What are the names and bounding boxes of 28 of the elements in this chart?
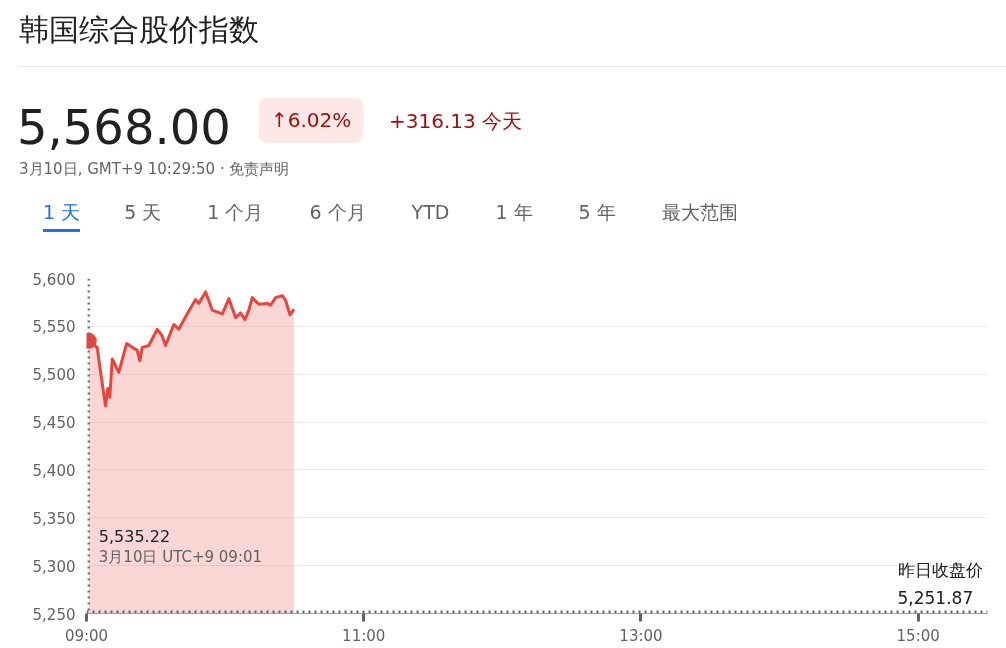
x-tick-label: 09:00 (64, 626, 109, 645)
text: 3月10日, GMT+9 10:29:50 · 免责声明 (19, 159, 290, 180)
chart-title: 韩国综合股价指数 (19, 11, 259, 49)
text: ↑6.02% (259, 98, 364, 143)
x-tick-label: 15:00 (896, 626, 940, 645)
y-tick-label: 5,400 (32, 461, 76, 480)
text: 1 年 (495, 200, 533, 225)
y-tick-label: 5,250 (32, 605, 76, 624)
text: 1 个月 (207, 200, 264, 225)
y-tick-label: 5,450 (32, 414, 76, 433)
y-tick-label: 5,500 (32, 366, 76, 385)
y-tick-label: 5,550 (32, 318, 76, 337)
chart-subtitle: 5,568.00 (17, 98, 231, 157)
x-tick-label: 13:00 (619, 626, 663, 645)
text: 最大范围 (661, 200, 738, 225)
text: +316.13 今天 (389, 108, 523, 135)
text: 5 天 (124, 200, 162, 225)
y-tick-label: 5,300 (32, 557, 76, 576)
y-tick-label: 5,350 (32, 509, 76, 528)
x-tick-label: 11:00 (342, 626, 386, 645)
ref-line-label: 昨日收盘价 5,251.87 (897, 559, 983, 608)
annotation: 3月10日 UTC+9 09:01 (98, 547, 263, 566)
y-tick-label: 5,600 (32, 270, 76, 289)
text: 1 天 (43, 199, 81, 233)
annotation: 5,535.22 (98, 526, 171, 546)
text: 6 个月 (309, 200, 366, 225)
text: YTD (411, 200, 450, 225)
text: 5 年 (578, 200, 616, 225)
